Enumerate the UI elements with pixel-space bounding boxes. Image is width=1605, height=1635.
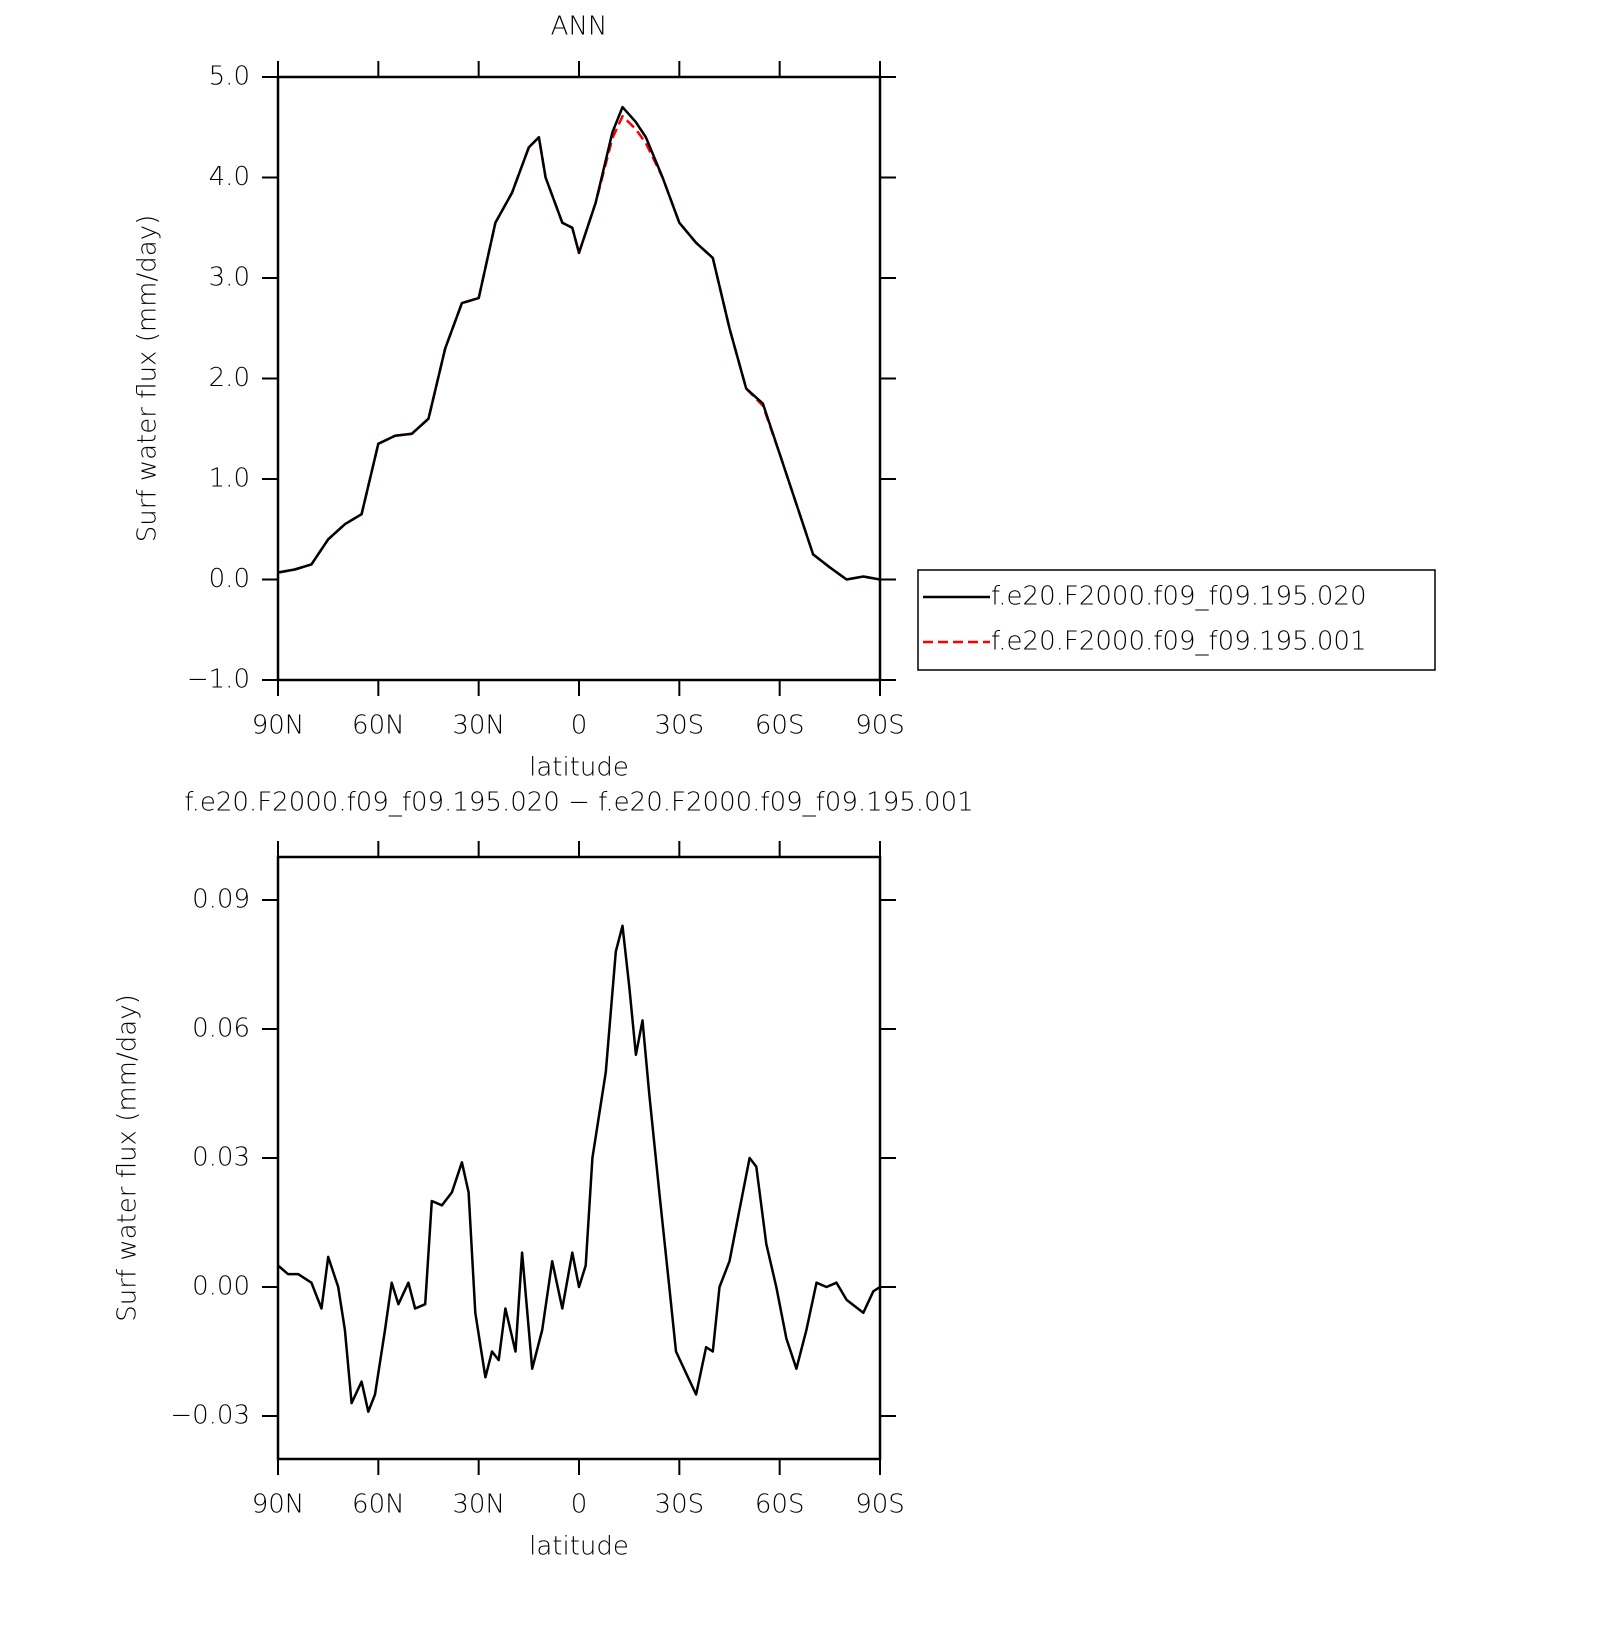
x-axis-label: latitude: [529, 1532, 629, 1562]
y-tick-label: −0.03: [170, 1401, 250, 1431]
x-tick-label: 30S: [655, 1490, 705, 1520]
x-tick-label: 0: [571, 711, 588, 741]
x-tick-label: 60S: [755, 711, 805, 741]
data-line: [277, 924, 881, 1413]
chart-title: ANN: [551, 12, 608, 42]
y-tick-label: 0.03: [192, 1143, 250, 1173]
x-tick-label: 90S: [855, 1490, 905, 1520]
x-tick-label: 60N: [352, 1490, 405, 1520]
y-axis-label: Surf water flux (mm/day): [133, 215, 163, 542]
data-line: [277, 105, 881, 581]
x-tick-label: 60S: [755, 1490, 805, 1520]
y-tick-label: −1.0: [187, 665, 250, 695]
y-tick-label: 0.00: [192, 1272, 250, 1302]
x-tick-label: 60N: [352, 711, 405, 741]
x-tick-label: 90N: [252, 1490, 305, 1520]
y-axis-label: Surf water flux (mm/day): [113, 994, 143, 1321]
legend-label: f.e20.F2000.f09_f09.195.020: [991, 582, 1367, 612]
y-tick-label: 0.09: [192, 885, 250, 915]
plot-frame: [276, 855, 882, 1461]
chart-title: f.e20.F2000.f09_f09.195.020 − f.e20.F200…: [184, 788, 973, 818]
y-tick-label: 0.06: [192, 1014, 250, 1044]
y-tick-label: 2.0: [209, 363, 250, 393]
x-tick-label: 0: [571, 1490, 588, 1520]
x-axis-label: latitude: [529, 753, 629, 783]
legend-box: [917, 569, 1436, 671]
y-tick-label: 4.0: [209, 162, 250, 192]
x-tick-label: 30N: [452, 711, 505, 741]
x-tick-label: 90N: [252, 711, 305, 741]
x-tick-label: 30N: [452, 1490, 505, 1520]
x-tick-label: 90S: [855, 711, 905, 741]
y-tick-label: 0.0: [209, 564, 250, 594]
legend: f.e20.F2000.f09_f09.195.020 f.e20.F2000.f…: [917, 569, 1436, 671]
legend-label: f.e20.F2000.f09_f09.195.001: [991, 627, 1367, 657]
x-tick-label: 30S: [655, 711, 705, 741]
y-tick-label: 3.0: [209, 263, 250, 293]
y-tick-label: 1.0: [209, 464, 250, 494]
plot-frame: [276, 75, 882, 682]
data-line: [277, 114, 881, 581]
y-tick-label: 5.0: [209, 62, 250, 92]
